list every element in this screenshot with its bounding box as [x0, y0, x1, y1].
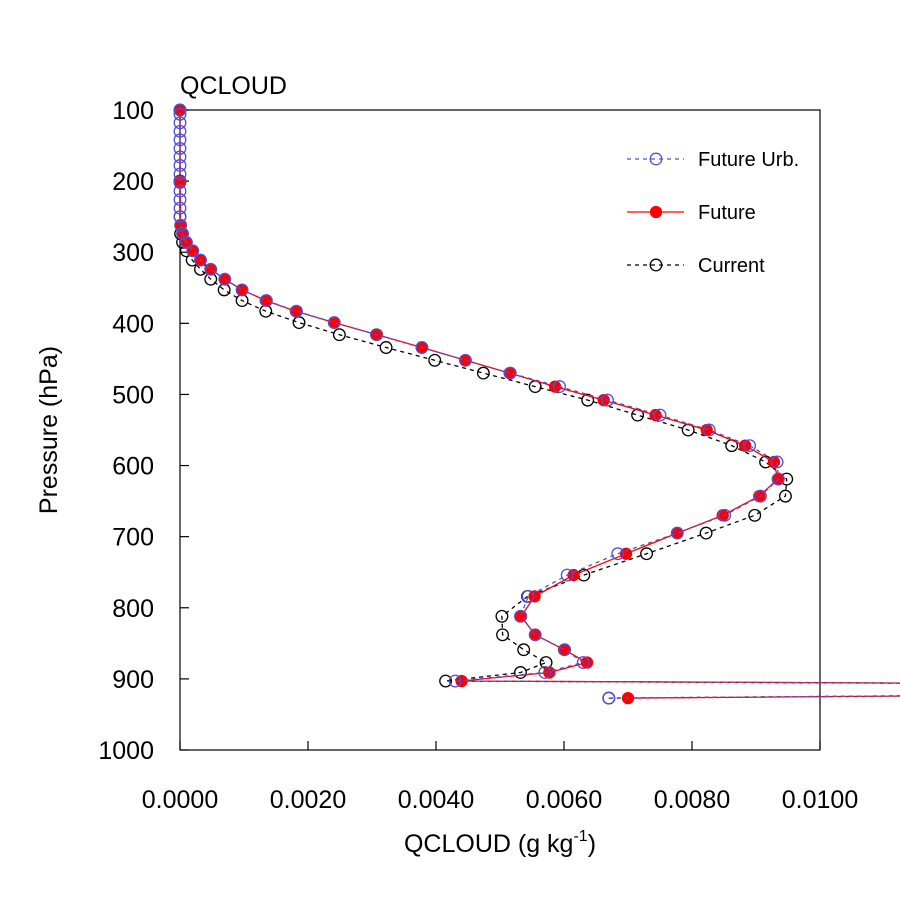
y-tick-label: 1000	[98, 737, 154, 765]
y-tick-label: 500	[112, 381, 154, 409]
y-tick-label: 300	[112, 239, 154, 267]
series-line	[180, 110, 900, 698]
legend: Future Urb. Future Current	[627, 149, 799, 277]
y-tick-label: 800	[112, 595, 154, 623]
series-future	[175, 105, 900, 704]
y-tick-label: 600	[112, 453, 154, 481]
legend-item: Future	[627, 202, 756, 224]
x-tick-label: 0.0060	[526, 786, 602, 814]
y-tick-label: 100	[112, 97, 154, 125]
x-axis-label-close: )	[588, 830, 596, 858]
x-axis-label-main: QCLOUD (g kg	[404, 830, 573, 858]
y-tick-label: 900	[112, 666, 154, 694]
data-point	[478, 367, 490, 379]
x-tick-label: 0.0100	[782, 786, 858, 814]
y-tick-label: 200	[112, 168, 154, 196]
y-axis-label: Pressure (hPa)	[35, 346, 63, 514]
series-layer	[174, 104, 900, 704]
x-tick-label: 0.0040	[398, 786, 474, 814]
chart-title: QCLOUD	[180, 72, 287, 100]
series-line	[180, 110, 900, 698]
legend-item: Current	[627, 255, 765, 277]
legend-marker	[651, 207, 662, 218]
legend-label: Current	[698, 255, 765, 277]
data-point	[218, 284, 230, 296]
x-tick-label: 0.0000	[142, 786, 218, 814]
data-point	[518, 644, 530, 656]
x-tick-label: 0.0020	[270, 786, 346, 814]
series-line	[180, 110, 900, 698]
x-axis-label-exponent: -1	[573, 828, 587, 845]
legend-label: Future	[698, 202, 756, 224]
data-point	[749, 510, 761, 522]
series-current	[174, 104, 900, 704]
x-tick-label: 0.0080	[654, 786, 730, 814]
legend-label: Future Urb.	[698, 149, 799, 171]
legend-item: Future Urb.	[627, 149, 799, 171]
y-tick-label: 400	[112, 310, 154, 338]
series-future-urb	[174, 104, 900, 704]
data-point	[293, 317, 305, 329]
x-axis-label: QCLOUD (g kg-1)	[404, 828, 596, 858]
y-tick-label: 700	[112, 524, 154, 552]
